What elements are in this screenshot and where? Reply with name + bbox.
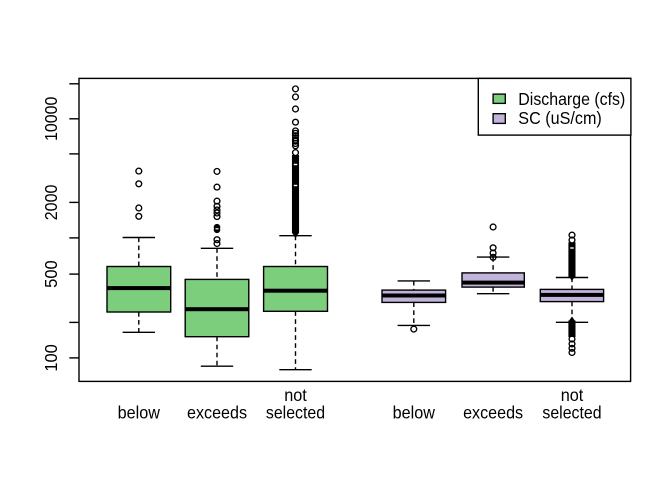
svg-text:selected: selected [542, 403, 601, 423]
svg-text:100: 100 [41, 344, 61, 372]
svg-text:Discharge (cfs): Discharge (cfs) [518, 89, 625, 109]
svg-text:below: below [393, 402, 436, 422]
svg-text:exceeds: exceeds [187, 402, 247, 422]
svg-text:selected: selected [266, 403, 325, 423]
svg-text:500: 500 [41, 260, 61, 288]
svg-text:not: not [561, 385, 584, 405]
svg-text:below: below [118, 402, 161, 422]
svg-text:10000: 10000 [41, 96, 61, 141]
svg-text:exceeds: exceeds [463, 402, 523, 422]
svg-text:SC (uS/cm): SC (uS/cm) [518, 108, 602, 128]
svg-text:2000: 2000 [41, 184, 61, 220]
svg-text:not: not [284, 385, 307, 405]
